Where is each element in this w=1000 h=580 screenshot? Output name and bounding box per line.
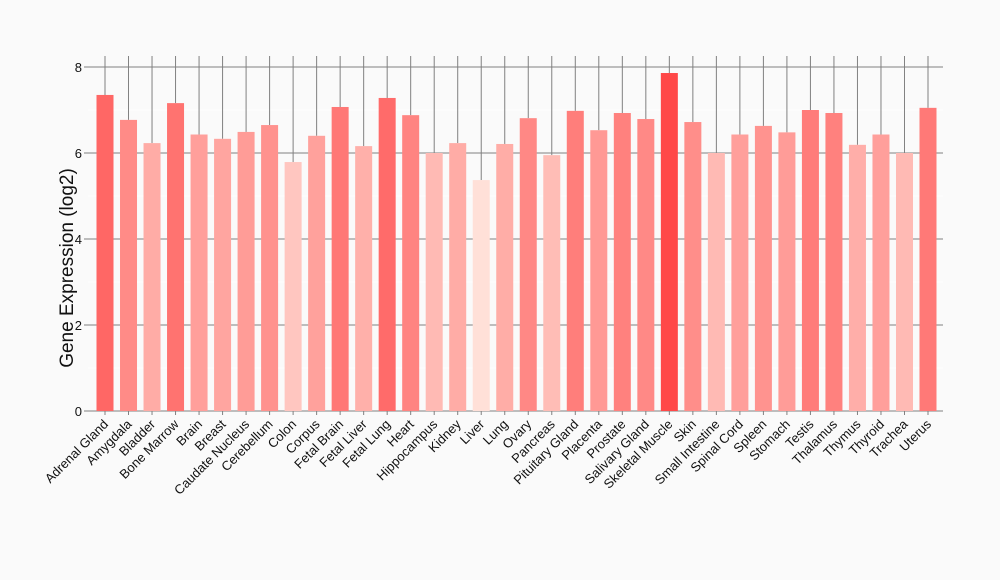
bar-ovary [519, 118, 537, 412]
bar-kidney [449, 143, 467, 412]
bar-pituitary-gland [566, 110, 584, 412]
y-tick-label: 8 [75, 60, 82, 75]
bar-breast [214, 138, 232, 411]
bar-testis [801, 110, 819, 411]
bar-skin [684, 122, 702, 411]
bar-heart [402, 115, 420, 411]
bar-caudate-nucleus [237, 131, 255, 411]
y-tick-label: 6 [75, 146, 82, 161]
y-tick-label: 4 [75, 232, 82, 247]
bar-stomach [778, 132, 796, 412]
x-tick-label: Liver [457, 416, 488, 447]
y-axis-title: Gene Expression (log2) [57, 168, 78, 368]
bar-spleen [754, 125, 772, 411]
bar-amygdala [120, 119, 138, 411]
bar-lung [496, 143, 514, 411]
bar-fetal-lung [378, 97, 396, 412]
bars [96, 73, 937, 412]
bar-cerebellum [261, 125, 279, 412]
bar-prostate [613, 113, 631, 411]
bar-colon [284, 162, 302, 411]
bar-fetal-brain [331, 106, 349, 412]
bar-fetal-liver [355, 146, 373, 411]
bar-trachea [895, 153, 913, 411]
bar-thalamus [825, 113, 843, 411]
bar-liver [472, 180, 490, 411]
bar-small-intestine [707, 153, 725, 411]
bar-bone-marrow [167, 103, 185, 412]
bar-thymus [848, 144, 866, 411]
bar-brain [190, 134, 208, 411]
y-tick-label: 0 [75, 404, 82, 419]
bar-skeletal-muscle [660, 73, 678, 412]
bar-salivary-gland [637, 119, 655, 411]
bar-thyroid [872, 134, 890, 411]
bar-pancreas [543, 155, 561, 411]
bar-placenta [590, 130, 608, 411]
bar-corpus [308, 135, 326, 412]
category-lines [104, 56, 929, 181]
bar-spinal-cord [731, 134, 749, 411]
bar-bladder [143, 143, 161, 412]
bar-uterus [919, 107, 937, 411]
y-tick-label: 2 [75, 318, 82, 333]
bar-adrenal-gland [96, 94, 114, 411]
bar-hippocampus [425, 153, 443, 411]
y-axis-ticks: 0 2 4 6 8 [75, 60, 88, 419]
